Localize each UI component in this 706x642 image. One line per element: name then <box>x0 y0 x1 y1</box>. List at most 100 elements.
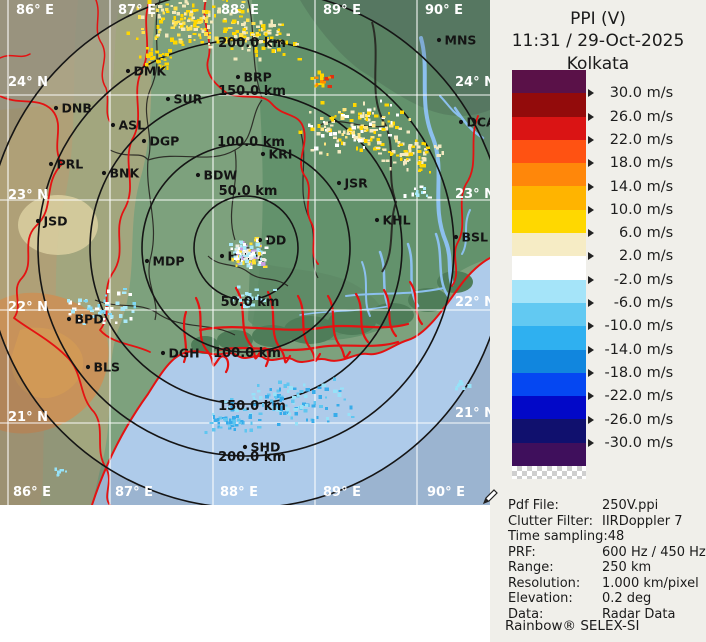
legend-band <box>512 70 586 94</box>
legend-band <box>512 349 586 373</box>
longitude-label: 88° E <box>220 485 258 500</box>
info-row: Resolution: 1.000 km/pixel <box>508 576 706 592</box>
legend-band <box>512 326 586 350</box>
tick-unit: m/s <box>642 155 674 172</box>
tick-unit: m/s <box>642 178 674 195</box>
city-label: BLS <box>94 359 121 374</box>
legend-band <box>512 442 586 467</box>
tick-unit: m/s <box>642 434 674 451</box>
city-label: ASL <box>119 117 146 132</box>
state-boundaries <box>0 0 491 506</box>
legend-band <box>512 279 586 303</box>
legend-band <box>512 256 586 280</box>
range-dim-overlay <box>0 0 506 508</box>
latlon-grid <box>0 0 490 505</box>
longitude-label: 88° E <box>221 3 259 18</box>
city-marker-jsd: JSD <box>35 213 68 228</box>
sundarbans-channels <box>182 280 424 374</box>
tick-unit: m/s <box>642 341 674 358</box>
city-dot <box>35 218 41 224</box>
info-row: Pdf File: 250V.ppi <box>508 498 706 514</box>
city-marker-dgh: DGH <box>160 345 200 360</box>
city-label: DGP <box>150 133 180 148</box>
tick-value: 10.0 <box>609 201 642 218</box>
tick-value: -2.0 <box>613 271 642 288</box>
pencil-cursor-icon <box>483 489 498 504</box>
city-marker-prl: PRL <box>48 156 83 171</box>
latitude-label: 23° N <box>8 188 48 203</box>
tick-value: 22.0 <box>609 131 642 148</box>
legend-tick: -18.0 m/s <box>588 364 673 382</box>
city-dot <box>453 234 459 240</box>
legend-band <box>512 419 586 443</box>
city-label: DMK <box>134 63 168 78</box>
info-row: Range: 250 km <box>508 560 706 576</box>
tick-arrow-icon <box>588 322 594 331</box>
legend-band <box>512 209 586 234</box>
info-value: Radar Data <box>602 606 676 622</box>
tick-arrow-icon <box>588 275 594 284</box>
city-marker-asl: ASL <box>110 117 146 132</box>
city-label: DD <box>266 232 287 247</box>
terrain-nw-corner <box>0 0 120 110</box>
sea-bay-of-bengal <box>92 258 490 505</box>
ring-distance-label: 50.0 km <box>221 295 280 310</box>
city-dot <box>242 444 248 450</box>
city-label: KRI <box>269 146 293 161</box>
info-value: 1.000 km/pixel <box>602 575 699 591</box>
city-dot <box>101 170 107 176</box>
latitude-label: 22° N <box>8 300 48 315</box>
grid-labels: 86° E 87° E 88° E 89° E 90° E 86° E 87° E 88° E… <box>8 3 495 500</box>
city-dot <box>141 138 147 144</box>
legend-tick: 10.0 m/s <box>588 201 673 219</box>
city-marker-shd: SHD <box>242 439 280 454</box>
tick-value: -14.0 <box>604 341 642 358</box>
info-value: 250 km <box>602 560 652 575</box>
city-label: JSR <box>344 175 369 190</box>
city-marker-bdw: BDW <box>195 167 237 182</box>
info-label: Pdf File: <box>508 498 559 513</box>
tick-unit: m/s <box>642 131 674 148</box>
city-dot <box>85 364 91 370</box>
product-datetime: 11:31 / 29-Oct-2025 <box>511 31 685 52</box>
latitude-label: 23° N <box>455 187 490 202</box>
info-value: 0.2 deg <box>602 591 652 606</box>
legend-no-data-swatch <box>512 466 586 480</box>
info-label: Time sampling: <box>508 529 608 544</box>
legend-tick: 26.0 m/s <box>588 108 673 126</box>
legend-tick: -30.0 m/s <box>588 434 673 452</box>
tick-value: 26.0 <box>609 108 642 125</box>
legend-tick: -26.0 m/s <box>588 411 673 429</box>
latitude-label: 21° N <box>8 410 48 425</box>
legend-tick: 30.0 m/s <box>588 84 673 102</box>
tick-unit: m/s <box>642 364 674 381</box>
tick-arrow-icon <box>588 229 594 238</box>
tick-unit: m/s <box>642 411 674 428</box>
tick-arrow-icon <box>588 368 594 377</box>
info-label: Clutter Filter: <box>508 513 593 529</box>
info-row: Elevation: 0.2 deg <box>508 591 706 607</box>
tick-arrow-icon <box>588 438 594 447</box>
ground-clutter <box>228 237 269 269</box>
info-row: PRF: 600 Hz / 450 Hz <box>508 545 706 561</box>
longitude-label: 86° E <box>16 3 54 18</box>
tick-unit: m/s <box>642 271 674 288</box>
city-dot <box>374 217 380 223</box>
ring-distance-label: 150.0 km <box>218 399 286 414</box>
city-label: DCA <box>467 114 491 129</box>
terrain-ne <box>300 0 490 116</box>
station-name: Kolkata <box>566 53 630 74</box>
ring-distance-label: 200.0 km <box>218 36 286 51</box>
city-marker-mdp: MDP <box>144 253 185 268</box>
tick-arrow-icon <box>588 205 594 214</box>
tick-arrow-icon <box>588 159 594 168</box>
city-dot <box>219 253 225 259</box>
legend-tick: -6.0 m/s <box>588 294 673 312</box>
tick-arrow-icon <box>588 299 594 307</box>
title-block: PPI (V) 11:31 / 29-Oct-2025 Kolkata <box>490 8 706 75</box>
city-label: DNB <box>62 100 92 115</box>
longitude-label: 89° E <box>323 485 361 500</box>
tick-value: -22.0 <box>604 388 642 405</box>
city-markers: MNS DMK BRP SUR DNB DCA ASL DGP KRI PRL BNK BDW JSR K… <box>35 32 496 454</box>
city-label: MDP <box>153 253 185 268</box>
